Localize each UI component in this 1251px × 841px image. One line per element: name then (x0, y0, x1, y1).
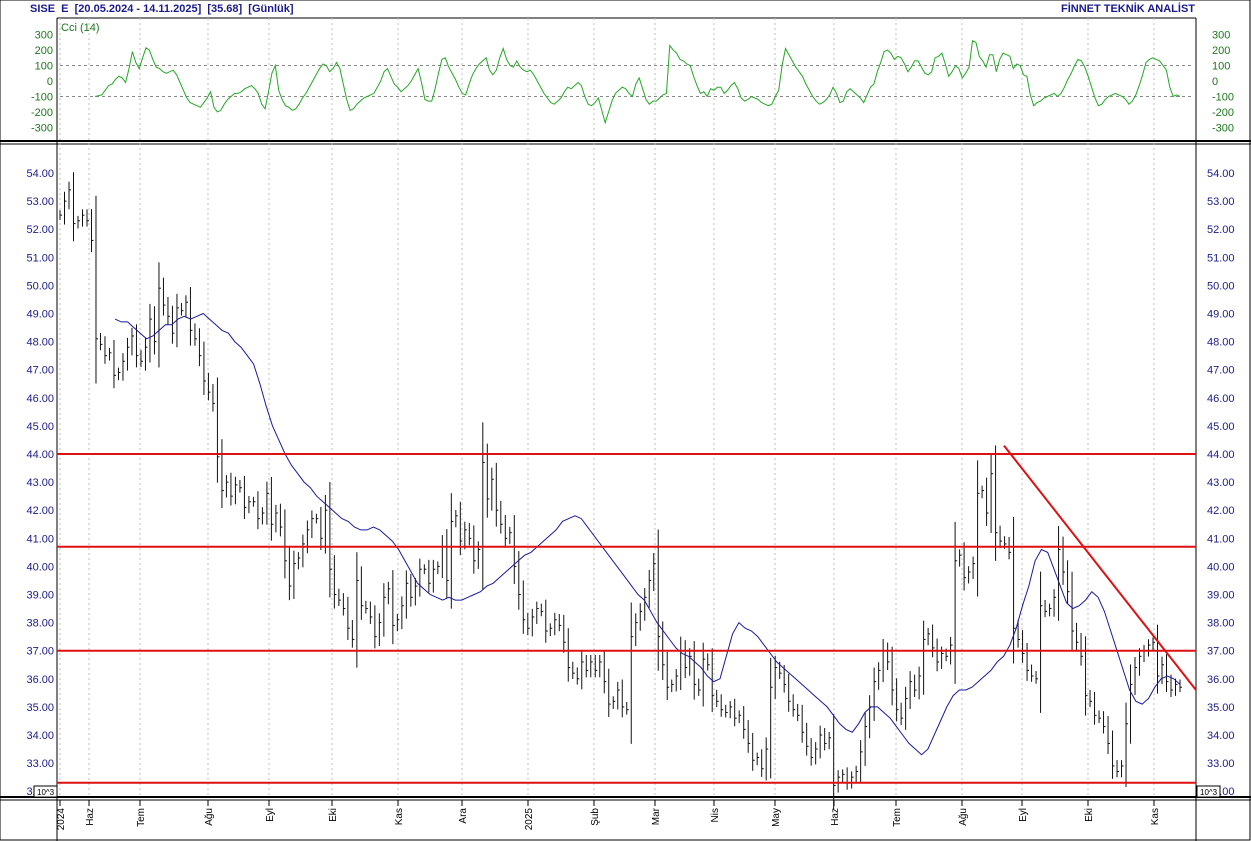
price-ytick-right-18: 36.00 (1207, 674, 1235, 686)
x-tick-label-0: 2024 (56, 808, 67, 831)
cci-ytick-left-3: 0 (47, 76, 53, 88)
price-ytick-right-2: 52.00 (1207, 224, 1235, 236)
price-ytick-right-19: 35.00 (1207, 702, 1235, 714)
x-tick-label-5: Eki (328, 808, 339, 822)
x-tick-label-14: Tem (892, 808, 903, 827)
cci-ytick-right-1: 200 (1212, 45, 1230, 57)
price-ytick-right-10: 44.00 (1207, 449, 1235, 461)
price-ytick-left-13: 41.00 (26, 533, 54, 545)
x-tick-label-15: Ağu (958, 808, 969, 826)
price-ytick-left-21: 33.00 (26, 758, 54, 770)
x-tick-label-16: Eyl (1018, 808, 1029, 822)
vertical-gridlines (59, 18, 1155, 797)
cci-ytick-right-3: 0 (1212, 76, 1218, 88)
price-ytick-right-15: 39.00 (1207, 590, 1235, 602)
x-tick-label-4: Eyl (265, 808, 276, 822)
scale-badge-left: 10^3 (37, 788, 55, 797)
x-tick-label-2: Tem (136, 808, 147, 827)
cci-ytick-left-2: 100 (35, 61, 53, 73)
price-ytick-right-12: 42.00 (1207, 505, 1235, 517)
price-ytick-right-5: 49.00 (1207, 309, 1235, 321)
price-y-ticks: 54.00 54.00 53.00 53.00 52.00 52.00 51.00 51.00… (26, 168, 1234, 798)
cci-ytick-left-1: 200 (35, 45, 53, 57)
price-ytick-left-1: 53.00 (26, 196, 54, 208)
x-tick-label-17: Eki (1084, 808, 1095, 822)
price-ytick-left-12: 42.00 (26, 505, 54, 517)
price-ytick-left-14: 40.00 (26, 561, 54, 573)
price-ytick-right-20: 34.00 (1207, 730, 1235, 742)
x-tick-label-1: Haz (85, 808, 96, 826)
cci-series-line (94, 40, 1181, 125)
scale-badge-right: 10^3 (1200, 788, 1218, 797)
x-tick-label-11: Nis (710, 808, 721, 822)
cci-ytick-right-6: -300 (1212, 122, 1234, 134)
price-ytick-right-4: 50.00 (1207, 280, 1235, 292)
price-ytick-right-17: 37.00 (1207, 646, 1235, 658)
x-tick-label-10: Mar (651, 807, 662, 825)
price-ytick-left-2: 52.00 (26, 224, 54, 236)
x-tick-label-7: Ara (458, 808, 469, 824)
cci-ytick-right-2: 100 (1212, 61, 1230, 73)
price-ytick-right-11: 43.00 (1207, 477, 1235, 489)
cci-ytick-right-4: -100 (1212, 91, 1234, 103)
price-panel: 54.00 54.00 53.00 53.00 52.00 52.00 51.00 51.00… (26, 168, 1235, 810)
scale-badges: 10^3 10^3 (33, 785, 1221, 798)
x-tick-label-12: May (771, 808, 782, 827)
price-ytick-left-18: 36.00 (26, 674, 54, 686)
price-ytick-left-16: 38.00 (26, 618, 54, 630)
price-ytick-right-6: 48.00 (1207, 337, 1235, 349)
cci-ytick-left-0: 300 (35, 30, 53, 42)
downtrend-line (1003, 444, 1197, 691)
price-ytick-left-8: 46.00 (26, 393, 54, 405)
cci-ytick-right-0: 300 (1212, 30, 1230, 42)
brand-label: FİNNET TEKNİK ANALİST (1060, 3, 1195, 15)
price-ytick-left-17: 37.00 (26, 646, 54, 658)
cci-reference-lines (60, 65, 1194, 97)
cci-ytick-left-5: -200 (31, 107, 53, 119)
price-ytick-right-0: 54.00 (1207, 168, 1235, 180)
price-ytick-left-11: 43.00 (26, 477, 54, 489)
price-ytick-left-10: 44.00 (26, 449, 54, 461)
x-tick-label-6: Kas (394, 808, 405, 825)
moving-average-line (114, 312, 1181, 756)
price-ytick-right-9: 45.00 (1207, 421, 1235, 433)
price-ytick-right-21: 33.00 (1207, 758, 1235, 770)
price-bars (59, 172, 1182, 810)
price-ytick-left-0: 54.00 (26, 168, 54, 180)
chart-title: SISE E [20.05.2024 - 14.11.2025] [35.68]… (30, 3, 294, 15)
cci-ytick-right-5: -200 (1212, 107, 1234, 119)
price-ytick-left-19: 35.00 (26, 702, 54, 714)
support-resistance-lines (57, 453, 1196, 784)
x-tick-label-13: Haz (830, 808, 841, 826)
price-ytick-right-13: 41.00 (1207, 533, 1235, 545)
price-ytick-left-9: 45.00 (26, 421, 54, 433)
cci-y-ticks: 300 300 200 200 100 100 0 0 -100 -100 -200 -200 -300… (31, 30, 1234, 135)
price-ytick-left-7: 47.00 (26, 365, 54, 377)
price-ytick-right-16: 38.00 (1207, 618, 1235, 630)
price-ytick-left-4: 50.00 (26, 280, 54, 292)
price-ytick-right-3: 51.00 (1207, 252, 1235, 264)
price-ytick-left-5: 49.00 (26, 309, 54, 321)
cci-ytick-left-4: -100 (31, 91, 53, 103)
x-tick-label-8: 2025 (524, 808, 535, 831)
price-ytick-right-14: 40.00 (1207, 561, 1235, 573)
x-tick-label-18: Kas (1150, 808, 1161, 825)
price-ytick-left-15: 39.00 (26, 590, 54, 602)
cci-ytick-left-6: -300 (31, 122, 53, 134)
cci-panel: 300 300 200 200 100 100 0 0 -100 -100 -200 -200 -300… (31, 22, 1234, 134)
x-tick-label-9: Şub (590, 808, 601, 826)
x-tick-label-3: Ağu (204, 808, 215, 826)
cci-label: Cci (14) (61, 22, 100, 34)
price-ytick-left-3: 51.00 (26, 252, 54, 264)
price-ytick-left-20: 34.00 (26, 730, 54, 742)
price-ytick-left-6: 48.00 (26, 337, 54, 349)
price-ytick-right-7: 47.00 (1207, 365, 1235, 377)
x-axis-ticks: 2024 Haz Tem Ağu Eyl Eki Kas Ara 2025 Şub Mar Nis Ma… (56, 800, 1161, 830)
price-ytick-right-1: 53.00 (1207, 196, 1235, 208)
price-ytick-right-8: 46.00 (1207, 393, 1235, 405)
